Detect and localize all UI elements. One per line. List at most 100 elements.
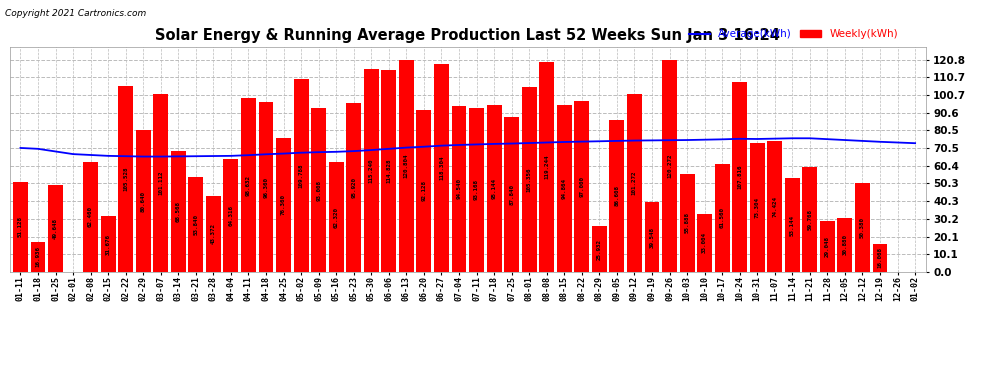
Bar bbox=[697, 214, 712, 272]
Text: 73.304: 73.304 bbox=[754, 197, 759, 218]
Bar bbox=[399, 60, 414, 272]
Bar bbox=[610, 120, 625, 272]
Text: 33.004: 33.004 bbox=[702, 232, 707, 254]
Bar bbox=[381, 70, 396, 272]
Bar bbox=[504, 117, 519, 272]
Text: Copyright 2021 Cartronics.com: Copyright 2021 Cartronics.com bbox=[5, 9, 147, 18]
Bar bbox=[83, 162, 98, 272]
Bar bbox=[224, 159, 239, 272]
Bar bbox=[715, 164, 730, 272]
Text: 39.548: 39.548 bbox=[649, 226, 654, 248]
Text: 49.648: 49.648 bbox=[53, 218, 58, 239]
Text: 25.932: 25.932 bbox=[597, 238, 602, 260]
Text: 95.920: 95.920 bbox=[351, 177, 356, 198]
Text: 94.864: 94.864 bbox=[561, 178, 566, 199]
Text: 51.128: 51.128 bbox=[18, 216, 23, 237]
Text: 94.540: 94.540 bbox=[456, 178, 461, 199]
Text: 115.240: 115.240 bbox=[369, 158, 374, 183]
Text: 98.632: 98.632 bbox=[246, 175, 251, 196]
Bar bbox=[451, 106, 466, 272]
Bar bbox=[872, 244, 887, 272]
Bar bbox=[749, 143, 764, 272]
Text: 74.424: 74.424 bbox=[772, 196, 777, 217]
Bar bbox=[329, 162, 344, 272]
Text: 50.380: 50.380 bbox=[860, 217, 865, 238]
Text: 53.840: 53.840 bbox=[193, 214, 198, 235]
Text: 31.676: 31.676 bbox=[106, 234, 111, 255]
Text: 62.460: 62.460 bbox=[88, 207, 93, 228]
Text: 120.804: 120.804 bbox=[404, 153, 409, 178]
Bar bbox=[49, 184, 63, 272]
Text: 114.828: 114.828 bbox=[386, 159, 391, 183]
Text: 93.008: 93.008 bbox=[316, 180, 321, 201]
Text: 107.816: 107.816 bbox=[738, 165, 742, 189]
Bar bbox=[171, 152, 186, 272]
Legend: Average(kWh), Weekly(kWh): Average(kWh), Weekly(kWh) bbox=[685, 25, 902, 44]
Bar bbox=[592, 226, 607, 272]
Text: 68.568: 68.568 bbox=[176, 201, 181, 222]
Bar bbox=[522, 87, 537, 272]
Bar bbox=[679, 174, 695, 272]
Bar bbox=[188, 177, 203, 272]
Bar bbox=[855, 183, 870, 272]
Bar bbox=[574, 101, 589, 272]
Bar bbox=[101, 216, 116, 272]
Text: 76.360: 76.360 bbox=[281, 194, 286, 215]
Text: 64.316: 64.316 bbox=[229, 205, 234, 226]
Bar bbox=[31, 242, 46, 272]
Text: 96.360: 96.360 bbox=[263, 177, 268, 198]
Bar bbox=[258, 102, 273, 272]
Bar bbox=[767, 141, 782, 272]
Text: 16.068: 16.068 bbox=[877, 247, 882, 268]
Text: 43.372: 43.372 bbox=[211, 223, 216, 244]
Text: 30.880: 30.880 bbox=[842, 234, 847, 255]
Text: 105.356: 105.356 bbox=[527, 167, 532, 192]
Bar bbox=[241, 99, 256, 272]
Bar bbox=[627, 94, 642, 272]
Bar bbox=[540, 62, 554, 272]
Bar bbox=[803, 167, 818, 272]
Text: 53.144: 53.144 bbox=[790, 214, 795, 236]
Text: 92.128: 92.128 bbox=[422, 180, 427, 201]
Text: 16.936: 16.936 bbox=[36, 246, 41, 267]
Text: 80.640: 80.640 bbox=[141, 190, 146, 211]
Text: 95.144: 95.144 bbox=[492, 178, 497, 199]
Text: 118.304: 118.304 bbox=[439, 156, 444, 180]
Text: 59.768: 59.768 bbox=[808, 209, 813, 230]
Bar bbox=[294, 79, 309, 272]
Text: 55.888: 55.888 bbox=[684, 212, 690, 233]
Bar bbox=[118, 86, 133, 272]
Bar bbox=[206, 196, 221, 272]
Text: 101.272: 101.272 bbox=[632, 171, 637, 195]
Bar bbox=[13, 182, 28, 272]
Bar bbox=[417, 110, 432, 272]
Text: 105.528: 105.528 bbox=[123, 167, 128, 191]
Bar bbox=[838, 217, 852, 272]
Text: 101.112: 101.112 bbox=[158, 171, 163, 195]
Text: 120.272: 120.272 bbox=[667, 154, 672, 178]
Bar bbox=[311, 108, 326, 272]
Text: 87.840: 87.840 bbox=[509, 184, 514, 205]
Bar bbox=[644, 202, 659, 272]
Text: 62.320: 62.320 bbox=[334, 207, 339, 228]
Title: Solar Energy & Running Average Production Last 52 Weeks Sun Jan 3 16:24: Solar Energy & Running Average Productio… bbox=[155, 28, 780, 43]
Bar bbox=[276, 138, 291, 272]
Text: 109.788: 109.788 bbox=[299, 163, 304, 188]
Bar bbox=[153, 94, 168, 272]
Text: 86.608: 86.608 bbox=[615, 185, 620, 206]
Bar bbox=[556, 105, 571, 272]
Bar bbox=[785, 178, 800, 272]
Text: 29.048: 29.048 bbox=[825, 236, 830, 257]
Bar bbox=[487, 105, 502, 272]
Bar bbox=[434, 64, 448, 272]
Text: 61.560: 61.560 bbox=[720, 207, 725, 228]
Bar bbox=[364, 69, 379, 272]
Bar bbox=[733, 82, 747, 272]
Bar bbox=[820, 221, 835, 272]
Bar bbox=[662, 60, 677, 272]
Bar bbox=[346, 103, 361, 272]
Text: 93.168: 93.168 bbox=[474, 180, 479, 201]
Text: 97.000: 97.000 bbox=[579, 176, 584, 197]
Bar bbox=[469, 108, 484, 272]
Bar bbox=[136, 130, 150, 272]
